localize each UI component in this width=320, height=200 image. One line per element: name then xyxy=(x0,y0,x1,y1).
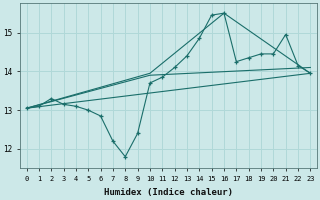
X-axis label: Humidex (Indice chaleur): Humidex (Indice chaleur) xyxy=(104,188,233,197)
